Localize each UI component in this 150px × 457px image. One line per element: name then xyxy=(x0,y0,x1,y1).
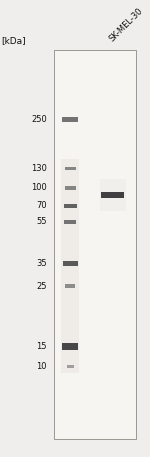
Bar xyxy=(65,166,76,170)
Text: 15: 15 xyxy=(36,342,47,351)
Text: 70: 70 xyxy=(36,201,47,210)
Bar xyxy=(62,117,78,122)
Text: 25: 25 xyxy=(36,282,47,291)
Text: 250: 250 xyxy=(31,115,47,124)
Bar xyxy=(67,365,74,368)
Bar xyxy=(65,186,76,190)
Text: 55: 55 xyxy=(36,218,47,226)
Text: 10: 10 xyxy=(36,362,47,371)
Text: 100: 100 xyxy=(31,183,47,192)
Bar xyxy=(64,203,77,207)
Bar xyxy=(61,159,79,373)
Text: 130: 130 xyxy=(31,164,47,173)
Bar xyxy=(101,192,124,198)
Text: [kDa]: [kDa] xyxy=(1,36,26,45)
Bar xyxy=(63,261,78,266)
Bar xyxy=(65,284,75,288)
Text: 35: 35 xyxy=(36,259,47,268)
Bar xyxy=(100,179,126,211)
Bar xyxy=(54,50,136,439)
Bar xyxy=(62,344,78,350)
Text: SK-MEL-30: SK-MEL-30 xyxy=(108,6,145,43)
Bar xyxy=(64,220,76,224)
